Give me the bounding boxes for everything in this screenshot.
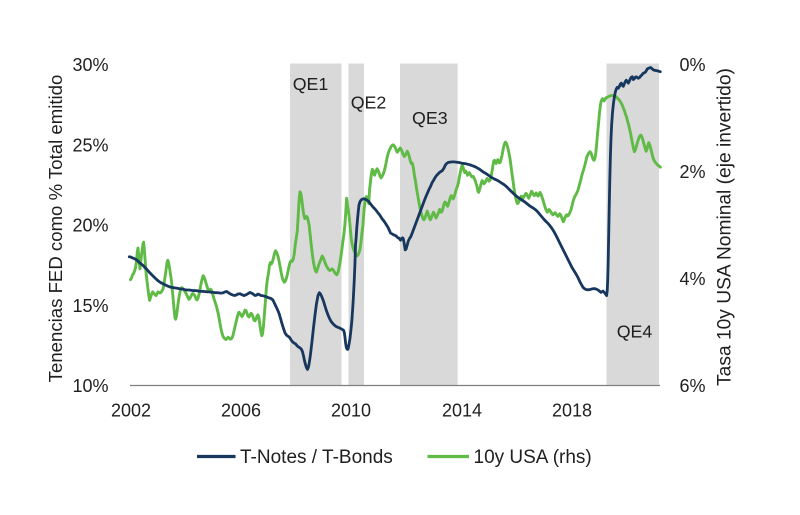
svg-text:2010: 2010 — [331, 401, 371, 421]
svg-text:15%: 15% — [72, 296, 108, 316]
svg-text:2018: 2018 — [552, 401, 592, 421]
svg-text:T-Notes / T-Bonds: T-Notes / T-Bonds — [240, 447, 393, 468]
svg-text:0%: 0% — [680, 55, 706, 75]
svg-text:QE4: QE4 — [617, 322, 653, 342]
svg-text:2014: 2014 — [442, 401, 482, 421]
svg-text:10y USA (rhs): 10y USA (rhs) — [474, 447, 592, 468]
svg-text:2006: 2006 — [221, 401, 261, 421]
svg-text:6%: 6% — [680, 376, 706, 396]
svg-text:QE3: QE3 — [412, 108, 448, 128]
svg-text:Tenencias FED como % Total emi: Tenencias FED como % Total emitido — [45, 75, 66, 383]
svg-text:20%: 20% — [72, 216, 108, 236]
svg-text:2%: 2% — [680, 162, 706, 182]
svg-text:25%: 25% — [72, 135, 108, 155]
svg-text:Tasa 10y USA Nominal (eje inve: Tasa 10y USA Nominal (eje invertido) — [715, 68, 736, 386]
svg-text:QE2: QE2 — [351, 93, 387, 113]
svg-text:10%: 10% — [72, 376, 108, 396]
svg-text:2002: 2002 — [111, 401, 151, 421]
svg-text:QE1: QE1 — [293, 74, 329, 94]
svg-text:30%: 30% — [72, 55, 108, 75]
svg-text:4%: 4% — [680, 269, 706, 289]
